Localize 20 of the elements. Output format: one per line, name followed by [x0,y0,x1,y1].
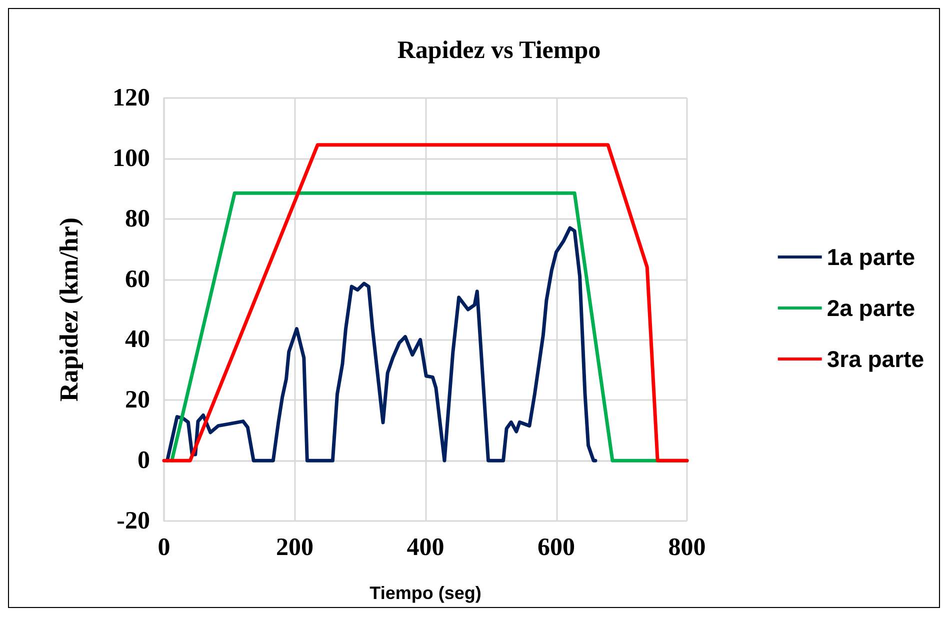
y-tick-label: 20 [125,386,150,414]
y-tick-label: 100 [112,144,150,172]
legend-label: 3ra parte [826,346,924,372]
y-tick-label: 0 [138,447,150,474]
y-tick-label: 60 [125,266,150,293]
y-tick-label: 120 [112,84,150,112]
chart-title: Rapidez vs Tiempo [397,37,601,64]
legend-label: 1a parte [826,244,916,270]
x-tick-label: 800 [668,534,706,561]
y-tick-label: 80 [125,205,150,232]
x-axis-title: Tiempo (seg) [370,583,482,603]
y-axis-title: Rapidez (km/hr) [54,217,84,402]
x-tick-label: 400 [406,534,444,561]
line-series [166,226,598,462]
x-tick-label: 600 [538,534,575,561]
x-tick-label: 0 [158,534,170,561]
y-tick-label: 40 [125,326,150,354]
y-tick-label: -20 [116,508,150,534]
x-tick-label: 200 [276,534,314,561]
legend-label: 2a parte [826,295,916,321]
